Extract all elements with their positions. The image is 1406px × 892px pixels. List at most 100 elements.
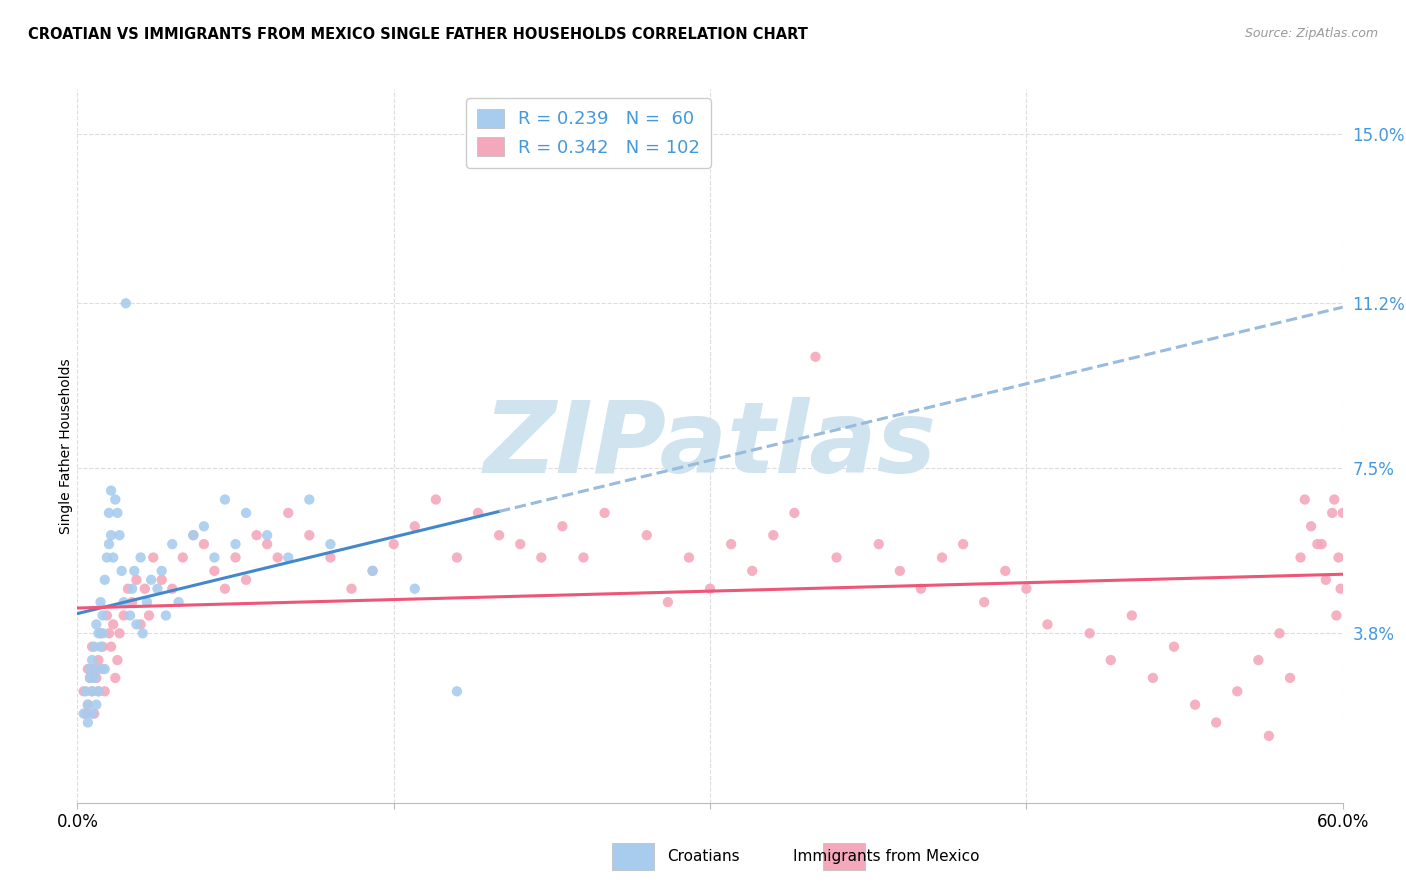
Point [267,550,290,565]
Point [82,684,104,698]
Point [1294,492,1316,507]
Point [87,653,110,667]
Point [108,528,131,542]
Point [172,550,194,565]
Point [100,483,122,498]
Point [93,684,115,698]
Point [183,528,205,542]
Point [87,662,110,676]
Point [76,698,98,712]
Point [783,506,806,520]
Point [1323,492,1346,507]
Point [115,296,138,310]
Point [1099,653,1122,667]
Text: CROATIAN VS IMMIGRANTS FROM MEXICO SINGLE FATHER HOUSEHOLDS CORRELATION CHART: CROATIAN VS IMMIGRANTS FROM MEXICO SINGL… [28,27,808,42]
Point [246,528,269,542]
Point [214,582,236,596]
Point [96,608,118,623]
Point [319,550,342,565]
Point [108,626,131,640]
Point [1015,582,1038,596]
Point [1226,684,1249,698]
Point [87,626,110,640]
Point [467,506,489,520]
Point [83,662,105,676]
Point [83,671,105,685]
Point [73,706,96,721]
Point [90,640,111,654]
Point [1327,550,1350,565]
Point [155,608,177,623]
Point [104,492,127,507]
Point [825,550,848,565]
Point [86,698,108,712]
Point [86,671,108,685]
Point [382,537,405,551]
Point [98,506,120,520]
Point [868,537,890,551]
Point [73,684,96,698]
Point [112,608,135,623]
Point [678,550,700,565]
Point [112,595,135,609]
Point [1331,506,1354,520]
Point [134,582,156,596]
Point [1268,626,1291,640]
Point [193,519,215,533]
Legend: R = 0.239   N =  60, R = 0.342   N = 102: R = 0.239 N = 60, R = 0.342 N = 102 [465,98,711,168]
Point [121,595,143,609]
Point [150,573,173,587]
Point [446,550,468,565]
Point [104,671,127,685]
Point [98,626,120,640]
Point [204,550,226,565]
Point [404,582,426,596]
Point [79,662,101,676]
Point [225,537,247,551]
Point [509,537,531,551]
Point [91,640,114,654]
Point [167,595,190,609]
Point [100,640,122,654]
Point [150,564,173,578]
Point [98,537,120,551]
Point [136,595,159,609]
Text: Croatians: Croatians [666,849,740,863]
Point [404,519,426,533]
Point [889,564,911,578]
Point [82,684,104,698]
Point [319,537,342,551]
Point [87,684,110,698]
Point [1142,671,1164,685]
Point [125,573,148,587]
Point [129,617,152,632]
Point [91,626,114,640]
Point [79,671,101,685]
Point [425,492,447,507]
Point [91,662,114,676]
Point [551,519,574,533]
Point [193,537,215,551]
Point [804,350,827,364]
Point [699,582,721,596]
Point [138,608,160,623]
Point [931,550,953,565]
Point [117,582,139,596]
Point [120,608,141,623]
Point [636,528,658,542]
Point [1301,519,1323,533]
Point [100,528,122,542]
Point [91,608,114,623]
Point [1036,617,1059,632]
Point [93,662,115,676]
Point [235,506,257,520]
Point [132,626,155,640]
Point [214,492,236,507]
Point [103,550,124,565]
Point [1247,653,1270,667]
Point [146,582,169,596]
Point [90,595,111,609]
Point [340,582,363,596]
Point [76,662,98,676]
Point [75,684,97,698]
